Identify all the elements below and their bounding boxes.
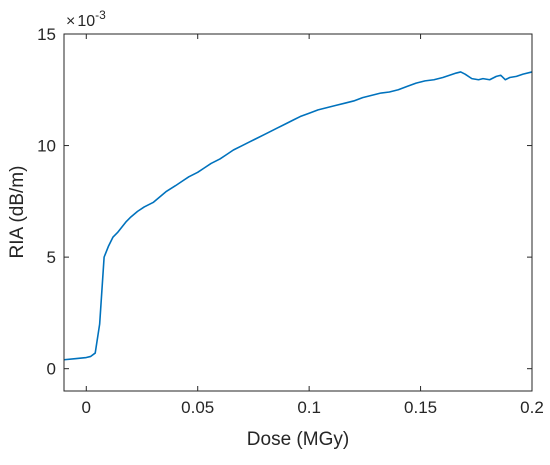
x-tick-label: 0.15 <box>404 398 437 417</box>
y-tick-label: 10 <box>37 137 56 156</box>
x-tick-label: 0.1 <box>297 398 321 417</box>
x-tick-label: 0.2 <box>520 398 544 417</box>
plot-background <box>64 34 532 391</box>
y-exponent-base: 10 <box>77 13 95 30</box>
y-exponent-power: -3 <box>95 8 106 22</box>
x-axis-label: Dose (MGy) <box>247 429 349 450</box>
y-exponent-times-sign: × <box>66 13 75 30</box>
y-tick-label: 15 <box>37 25 56 44</box>
y-exponent-multiplier: × 10-3 <box>66 8 106 30</box>
axes-box <box>63 33 533 392</box>
y-tick-label: 5 <box>47 248 56 267</box>
y-tick-label: 0 <box>47 360 56 379</box>
x-tick-label: 0 <box>82 398 91 417</box>
series-line <box>63 71 533 361</box>
y-axis-ticks: 0 5 10 15 <box>37 25 532 379</box>
x-tick-label: 0.05 <box>181 398 214 417</box>
y-axis-label: RIA (dB/m) <box>7 166 28 259</box>
x-axis-ticks: 0 0.05 0.1 0.15 0.2 <box>82 34 544 417</box>
